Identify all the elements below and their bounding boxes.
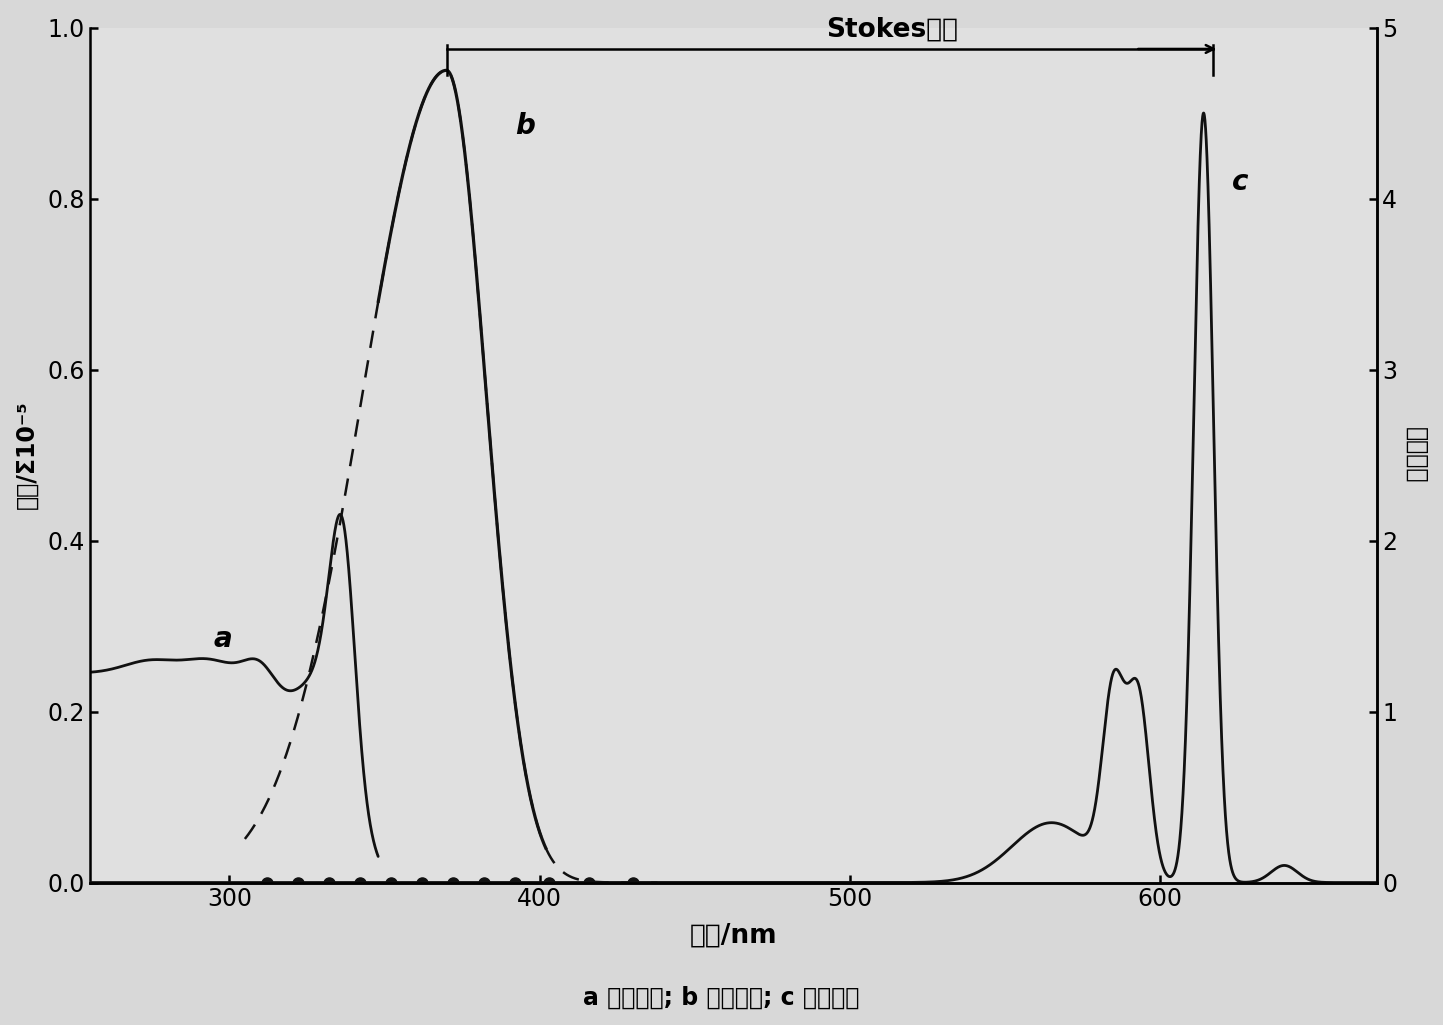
Y-axis label: 吸收/Σ10⁻⁵: 吸收/Σ10⁻⁵ [14,401,39,509]
Text: a: a [214,625,232,653]
X-axis label: 波长/nm: 波长/nm [690,922,778,948]
Text: Stokes位移: Stokes位移 [825,16,958,42]
Y-axis label: 荧光强度: 荧光强度 [1404,426,1429,484]
Text: c: c [1231,168,1248,196]
Text: a 吸收光谱; b 激发光谱; c 发射光谱: a 吸收光谱; b 激发光谱; c 发射光谱 [583,985,860,1010]
Text: b: b [515,113,535,140]
